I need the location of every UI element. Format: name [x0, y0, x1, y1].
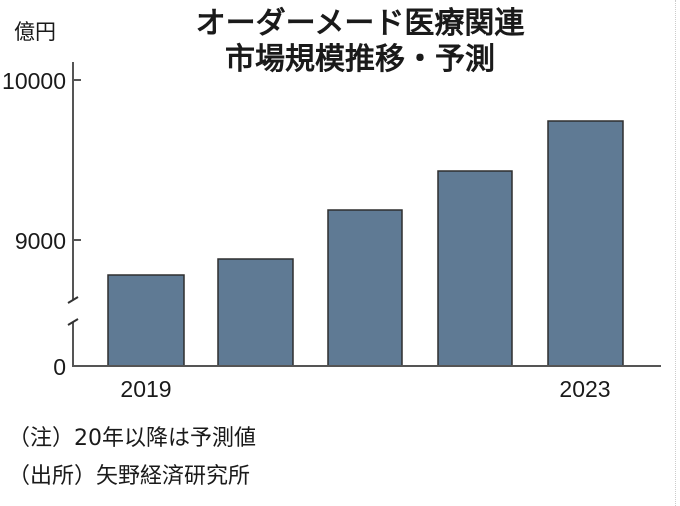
bar-2022 [437, 170, 513, 367]
chart-title-line2: 市場規模推移・予測 [225, 42, 495, 77]
chart-title: オーダーメード医療関連 市場規模推移・予測 [140, 6, 580, 78]
axis-break-mark-upper [67, 296, 79, 304]
y-tick-label-10000: 10000 [2, 68, 66, 94]
bar-2020 [217, 258, 294, 367]
axis-break-mark-lower [67, 318, 79, 326]
x-label-2019: 2019 [120, 376, 171, 402]
bar-chart: 10000 9000 0 2019 2023 [2, 62, 661, 402]
forecast-note: （注）20年以降は予測値 [8, 426, 256, 451]
x-label-2023: 2023 [559, 376, 610, 402]
right-border [675, 0, 676, 506]
y-axis-unit-label: 億円 [14, 20, 56, 44]
chart-notes: （注）20年以降は予測値 （出所）矢野経済研究所 [8, 420, 256, 496]
chart-title-line1: オーダーメード医療関連 [195, 6, 525, 41]
bar-2019 [107, 274, 185, 367]
y-tick-label-0: 0 [53, 354, 66, 380]
source-note: （出所）矢野経済研究所 [8, 464, 251, 489]
y-tick-label-9000: 9000 [15, 228, 66, 254]
bar-2021 [327, 209, 403, 367]
bar-2023 [547, 120, 624, 367]
